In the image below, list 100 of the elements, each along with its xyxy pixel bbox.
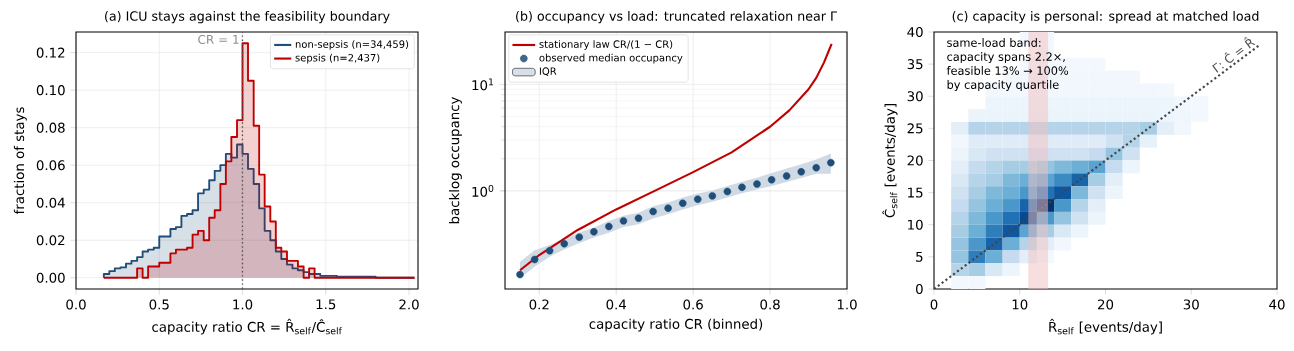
y-tick-label: 0.12 xyxy=(36,47,65,58)
point xyxy=(951,224,969,238)
point xyxy=(694,195,702,203)
point xyxy=(1019,109,1037,122)
x-tick-label: 2.0 xyxy=(399,299,419,310)
point xyxy=(1002,199,1020,212)
point xyxy=(590,228,598,236)
annotation: by capacity quartile xyxy=(947,80,1059,92)
point xyxy=(1002,224,1020,238)
x-tick-label: 40 xyxy=(1269,299,1285,310)
point xyxy=(1071,121,1089,135)
x-tick-label: 1.0 xyxy=(233,299,253,310)
legend-label: sepsis (n=2,437) xyxy=(295,53,380,64)
x-tick-label: 0.4 xyxy=(606,299,627,310)
point xyxy=(1122,109,1140,122)
x-axis-title: capacity ratio CR (binned) xyxy=(589,318,763,332)
text: Γ: Ĉ = R̂ xyxy=(1212,37,1256,73)
y-tick-label: 30 xyxy=(907,91,923,102)
y-tick-label: 35 xyxy=(907,59,923,70)
y-tick-label: 0.10 xyxy=(36,85,65,96)
point xyxy=(1071,109,1089,122)
point xyxy=(1036,147,1055,161)
ref-line-label: CR = 1 xyxy=(198,34,239,45)
point xyxy=(1054,147,1072,161)
point xyxy=(1071,147,1089,161)
point xyxy=(1036,121,1055,135)
point xyxy=(985,109,1003,122)
point xyxy=(1019,121,1037,135)
y-tick-label: 10$^{1}$ xyxy=(472,78,494,91)
point xyxy=(767,176,776,184)
point xyxy=(1054,121,1072,135)
point xyxy=(516,270,524,279)
point xyxy=(530,255,539,264)
point xyxy=(1036,134,1055,148)
point xyxy=(560,240,568,248)
point xyxy=(1156,96,1175,110)
point xyxy=(985,211,1003,225)
point xyxy=(1122,121,1140,135)
chart-title: (c) capacity is personal: spread at matched load xyxy=(952,11,1259,24)
point xyxy=(1002,109,1020,122)
point xyxy=(812,163,820,172)
x-tick-label: 10 xyxy=(1012,299,1028,310)
point xyxy=(782,172,791,180)
point xyxy=(1139,109,1157,122)
point xyxy=(1036,186,1055,200)
point xyxy=(545,247,554,255)
y-tick-label: 0 xyxy=(916,283,923,295)
point xyxy=(968,134,986,148)
point xyxy=(1105,121,1123,135)
point xyxy=(985,121,1003,135)
point xyxy=(1036,96,1055,110)
point xyxy=(985,173,1003,187)
x-tick-label: 0.2 xyxy=(529,299,549,310)
point xyxy=(1088,173,1106,187)
y-tick-label: 25 xyxy=(907,123,923,134)
y-axis-title: fraction of stays xyxy=(13,107,27,215)
x-tick-label: 30 xyxy=(1183,299,1199,310)
y-tick-label: 0.00 xyxy=(36,272,65,283)
y-tick-label: 0.06 xyxy=(36,160,65,171)
point xyxy=(1002,121,1020,135)
y-tick-label: 10 xyxy=(908,219,923,230)
point xyxy=(985,263,1003,277)
x-tick-label: 0 xyxy=(930,299,938,310)
point xyxy=(1036,211,1055,225)
y-axis-title: Ĉ$_{self}$ [events/day] xyxy=(882,104,898,218)
point xyxy=(649,207,657,216)
point xyxy=(985,147,1003,161)
point xyxy=(951,276,969,289)
point xyxy=(1054,134,1072,148)
y-tick-label: 0.02 xyxy=(36,235,65,246)
legend-label: observed median occupancy xyxy=(539,53,683,64)
point xyxy=(968,276,986,289)
point xyxy=(1105,109,1123,122)
point xyxy=(1019,147,1037,161)
point xyxy=(575,233,583,241)
point xyxy=(1174,109,1192,122)
x-tick-label: 1.0 xyxy=(837,299,857,310)
point xyxy=(679,199,687,207)
point xyxy=(664,204,672,212)
point xyxy=(1054,109,1072,122)
y-tick-label: 15 xyxy=(908,187,923,198)
point xyxy=(1071,134,1089,148)
x-tick-label: 0.0 xyxy=(66,299,86,310)
x-tick-label: 20 xyxy=(1098,299,1114,310)
point xyxy=(708,192,717,200)
x-tick-label: 0.5 xyxy=(149,299,169,310)
point xyxy=(1019,96,1037,110)
point xyxy=(985,186,1003,200)
y-axis-title: backlog occupancy xyxy=(448,96,462,224)
point xyxy=(723,187,732,196)
point xyxy=(1088,134,1106,148)
point xyxy=(797,168,805,176)
point xyxy=(968,121,986,135)
point xyxy=(1088,121,1106,135)
point xyxy=(1002,211,1020,225)
x-axis-title: capacity ratio CR = R̂$_{self}$/Ĉ$_{self}$ xyxy=(152,318,343,335)
y-tick-label: 10$^{0}$ xyxy=(472,184,494,197)
point xyxy=(1019,134,1037,148)
point xyxy=(634,214,643,222)
y-tick-label: 0.04 xyxy=(36,197,65,208)
